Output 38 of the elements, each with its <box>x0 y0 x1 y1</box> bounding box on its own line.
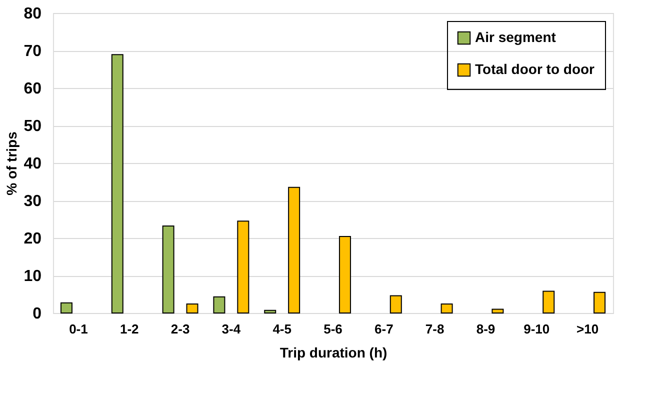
bar <box>390 295 402 314</box>
y-tick-label: 50 <box>24 118 42 135</box>
x-tick-label: 9-10 <box>524 322 550 336</box>
y-tick-label: 0 <box>32 306 42 322</box>
x-axis-title: Trip duration (h) <box>280 344 388 360</box>
y-tick-label: 20 <box>24 230 42 248</box>
bar <box>440 304 453 314</box>
bar <box>338 236 351 314</box>
bar <box>264 310 276 314</box>
x-tick-label: 0-1 <box>69 322 88 336</box>
bar <box>60 302 72 314</box>
x-tick-label: 4-5 <box>272 322 292 336</box>
legend-label: Air segment <box>475 29 556 45</box>
y-tick-label: 70 <box>24 43 42 60</box>
x-tick-label: 3-4 <box>222 322 242 336</box>
y-tick-label: 10 <box>24 268 42 285</box>
bar <box>594 292 606 314</box>
x-tick-label: 2-3 <box>170 322 190 336</box>
y-axis-title: % of trips <box>4 131 20 196</box>
x-tick-label: 1-2 <box>120 322 139 336</box>
legend-label: Total door to door <box>475 61 596 77</box>
bar <box>186 304 198 314</box>
x-tick-label: 6-7 <box>374 322 394 336</box>
x-tick-label: 7-8 <box>425 322 444 336</box>
bar <box>162 226 174 314</box>
x-tick-label: 5-6 <box>324 322 342 336</box>
y-tick-label: 40 <box>24 156 42 172</box>
x-tick-label: >10 <box>576 322 599 336</box>
y-tick-label: 80 <box>24 6 42 22</box>
bar <box>213 296 226 314</box>
bar <box>288 186 300 314</box>
y-tick-label: 60 <box>24 80 42 98</box>
y-tick-label: 30 <box>24 193 42 210</box>
bar <box>492 308 504 314</box>
x-tick-label: 8-9 <box>476 322 496 336</box>
bar <box>542 290 555 314</box>
bar <box>111 54 124 314</box>
bar <box>237 220 250 314</box>
